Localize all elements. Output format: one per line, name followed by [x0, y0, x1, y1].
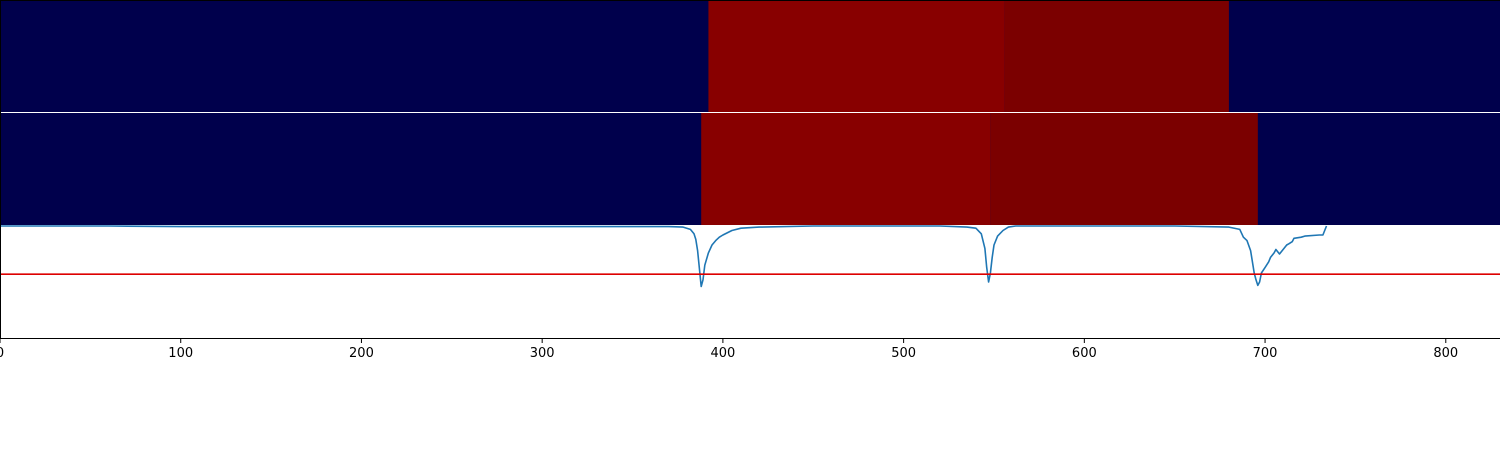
x-tick-label-200: 200 [349, 346, 374, 361]
x-tick-label-300: 300 [530, 346, 555, 361]
band-row-1-segment-1 [708, 1, 1005, 112]
signal-layer [0, 225, 1500, 338]
signal-panel [0, 226, 1500, 338]
signal-series-line-1 [0, 225, 1328, 288]
x-tick-label-100: 100 [168, 346, 193, 361]
band-row-2-segment-1 [701, 113, 991, 225]
band-row-1-segment-2 [1004, 1, 1229, 112]
x-tick-label-0: 0 [0, 346, 4, 361]
x-tick-label-600: 600 [1072, 346, 1097, 361]
x-tick-label-500: 500 [891, 346, 916, 361]
x-tick-label-700: 700 [1253, 346, 1278, 361]
x-tick-label-800: 800 [1433, 346, 1458, 361]
band-row-2-segment-2 [990, 113, 1258, 225]
x-axis: 0 100 200 300 400 500 600 700 800 [0, 0, 1500, 361]
x-tick-label-400: 400 [710, 346, 735, 361]
band-layer [0, 0, 1500, 225]
